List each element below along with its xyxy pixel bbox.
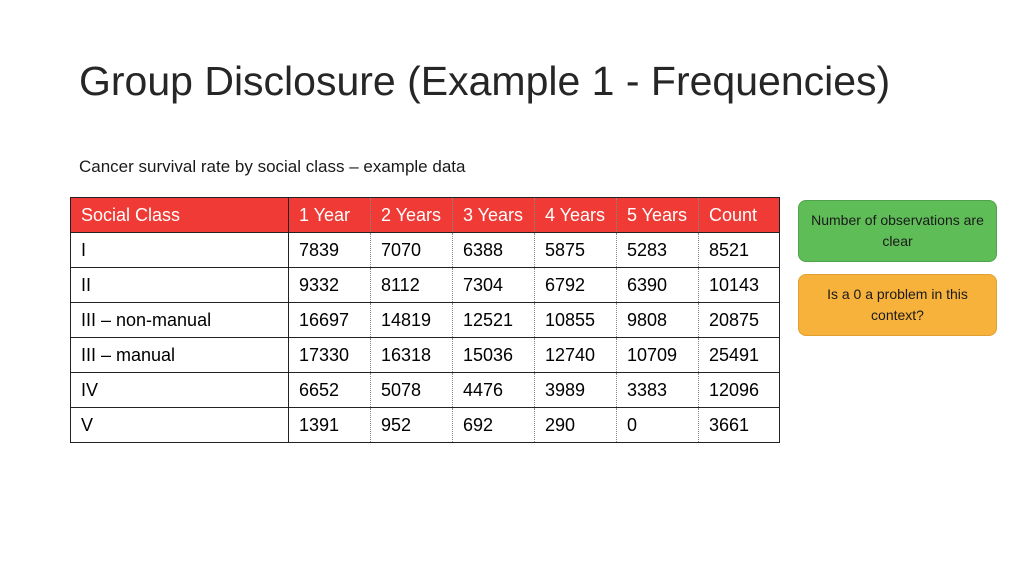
cell-3-years: 692 xyxy=(452,407,535,443)
cell-1-year: 17330 xyxy=(288,337,371,373)
table-row: III – non-manual 16697 14819 12521 10855… xyxy=(70,302,780,338)
cell-4-years: 10855 xyxy=(534,302,617,338)
header-social-class: Social Class xyxy=(70,197,289,233)
cell-1-year: 7839 xyxy=(288,232,371,268)
cell-3-years: 6388 xyxy=(452,232,535,268)
observations-callout-text: Number of observations are clear xyxy=(811,212,984,249)
cell-social-class: III – manual xyxy=(70,337,289,373)
cell-3-years: 15036 xyxy=(452,337,535,373)
cell-2-years: 7070 xyxy=(370,232,453,268)
cell-2-years: 16318 xyxy=(370,337,453,373)
cell-social-class: III – non-manual xyxy=(70,302,289,338)
cell-2-years: 952 xyxy=(370,407,453,443)
slide-title: Group Disclosure (Example 1 - Frequencie… xyxy=(79,58,891,104)
cell-count: 3661 xyxy=(698,407,780,443)
cell-4-years: 12740 xyxy=(534,337,617,373)
cell-4-years: 5875 xyxy=(534,232,617,268)
cell-count: 8521 xyxy=(698,232,780,268)
zero-problem-callout: Is a 0 a problem in this context? xyxy=(798,274,997,336)
cell-5-years: 9808 xyxy=(616,302,699,338)
cell-5-years: 5283 xyxy=(616,232,699,268)
observations-callout: Number of observations are clear xyxy=(798,200,997,262)
cell-social-class: IV xyxy=(70,372,289,408)
cell-1-year: 1391 xyxy=(288,407,371,443)
cell-1-year: 16697 xyxy=(288,302,371,338)
cell-count: 20875 xyxy=(698,302,780,338)
cell-social-class: I xyxy=(70,232,289,268)
cell-5-years: 10709 xyxy=(616,337,699,373)
table-row: III – manual 17330 16318 15036 12740 107… xyxy=(70,337,780,373)
table-row: V 1391 952 692 290 0 3661 xyxy=(70,407,780,443)
cell-2-years: 14819 xyxy=(370,302,453,338)
table-row: II 9332 8112 7304 6792 6390 10143 xyxy=(70,267,780,303)
cell-3-years: 4476 xyxy=(452,372,535,408)
cell-5-years: 3383 xyxy=(616,372,699,408)
cell-social-class: V xyxy=(70,407,289,443)
cell-count: 10143 xyxy=(698,267,780,303)
cell-4-years: 6792 xyxy=(534,267,617,303)
cell-1-year: 6652 xyxy=(288,372,371,408)
survival-table: Social Class 1 Year 2 Years 3 Years 4 Ye… xyxy=(70,197,780,443)
table-row: IV 6652 5078 4476 3989 3383 12096 xyxy=(70,372,780,408)
cell-3-years: 12521 xyxy=(452,302,535,338)
cell-2-years: 8112 xyxy=(370,267,453,303)
table-header-row: Social Class 1 Year 2 Years 3 Years 4 Ye… xyxy=(70,197,780,233)
cell-2-years: 5078 xyxy=(370,372,453,408)
cell-5-years: 0 xyxy=(616,407,699,443)
header-4-years: 4 Years xyxy=(534,197,617,233)
header-2-years: 2 Years xyxy=(370,197,453,233)
cell-3-years: 7304 xyxy=(452,267,535,303)
cell-social-class: II xyxy=(70,267,289,303)
cell-4-years: 3989 xyxy=(534,372,617,408)
header-1-year: 1 Year xyxy=(288,197,371,233)
cell-count: 12096 xyxy=(698,372,780,408)
cell-count: 25491 xyxy=(698,337,780,373)
header-3-years: 3 Years xyxy=(452,197,535,233)
header-count: Count xyxy=(698,197,780,233)
zero-problem-callout-text: Is a 0 a problem in this context? xyxy=(827,286,968,323)
cell-5-years: 6390 xyxy=(616,267,699,303)
cell-1-year: 9332 xyxy=(288,267,371,303)
table-row: I 7839 7070 6388 5875 5283 8521 xyxy=(70,232,780,268)
slide-subtitle: Cancer survival rate by social class – e… xyxy=(79,157,466,176)
cell-4-years: 290 xyxy=(534,407,617,443)
header-5-years: 5 Years xyxy=(616,197,699,233)
